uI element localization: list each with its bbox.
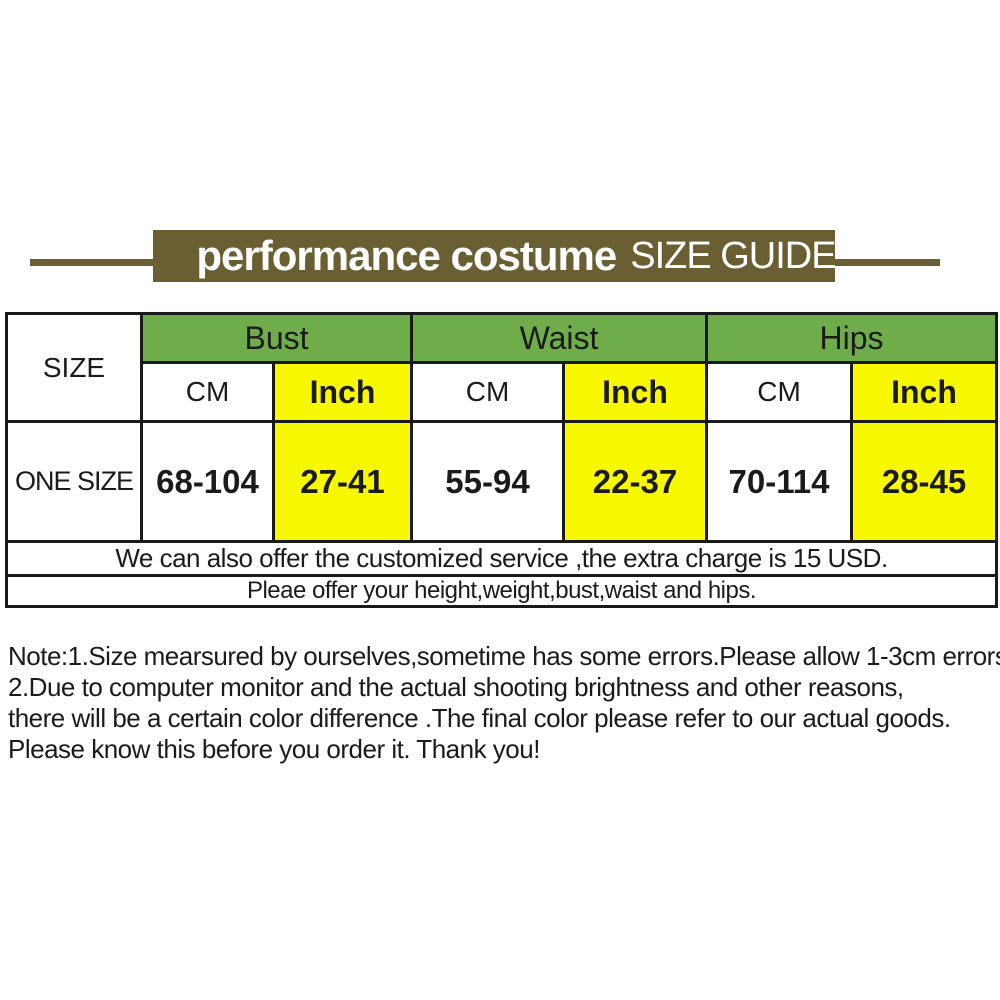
waist-inch-header: Inch [562, 361, 708, 423]
bust-group-header: Bust [140, 312, 413, 364]
bust-cm-value: 68-104 [140, 420, 275, 543]
table-row: ONE SIZE 68-104 27-41 55-94 22-37 70-114… [5, 420, 999, 543]
banner-title: performance costume [196, 232, 617, 279]
banner-subtitle: SIZE GUIDE [630, 234, 836, 277]
waist-inch-value: 22-37 [562, 420, 708, 543]
table-row: Pleae offer your height,weight,bust,wais… [4, 574, 999, 608]
one-size-label: ONE SIZE [5, 420, 143, 543]
bust-inch-value: 27-41 [272, 420, 413, 543]
left-rule-line [30, 259, 153, 266]
waist-group-header: Waist [410, 312, 708, 364]
notes-block: Note:1.Size mearsured by ourselves,somet… [8, 641, 1000, 765]
table-row: We can also offer the customized service… [4, 540, 999, 577]
measurements-request-note: Pleae offer your height,weight,bust,wais… [4, 574, 999, 608]
bust-cm-header: CM [140, 361, 275, 423]
size-corner-header: SIZE [5, 312, 143, 423]
table-row: SIZE Bust Waist Hips [5, 312, 999, 423]
size-table: SIZE Bust Waist Hips CM Inch CM Inch CM … [4, 312, 999, 608]
waist-cm-header: CM [410, 361, 565, 423]
customized-service-note: We can also offer the customized service… [4, 540, 999, 577]
hips-cm-header: CM [705, 361, 853, 423]
waist-cm-value: 55-94 [410, 420, 565, 543]
title-banner: performance costume SIZE GUIDE [153, 230, 837, 282]
hips-inch-value: 28-45 [849, 420, 999, 543]
note-line: Note:1.Size mearsured by ourselves,somet… [8, 641, 1000, 671]
note-line: 2.Due to computer monitor and the actual… [8, 672, 904, 702]
hips-group-header: Hips [704, 312, 999, 364]
right-rule-line [835, 259, 940, 266]
hips-inch-header: Inch [849, 361, 999, 423]
note-line: Please know this before you order it. Th… [8, 734, 540, 764]
table-row: CM Inch CM Inch CM Inch [7, 361, 999, 423]
bust-inch-header: Inch [272, 361, 413, 423]
note-line: there will be a certain color difference… [8, 703, 951, 733]
hips-cm-value: 70-114 [705, 420, 853, 543]
